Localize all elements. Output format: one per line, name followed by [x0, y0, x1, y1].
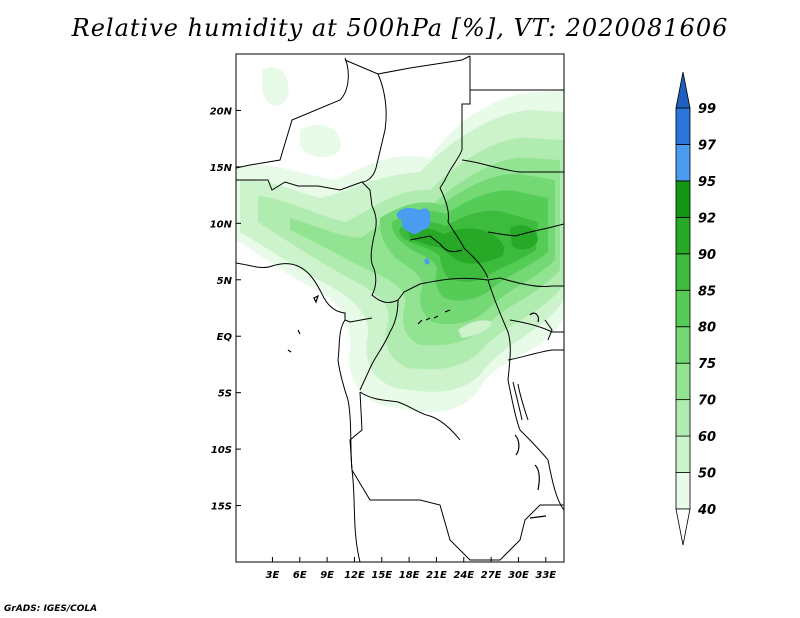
- x-tick-label: 9E: [320, 570, 334, 581]
- humidity-region-95: [396, 208, 431, 235]
- y-tick-label: 20N: [210, 106, 233, 117]
- x-tick-label: 33E: [535, 570, 556, 581]
- colorbar-label: 60: [698, 430, 716, 445]
- colorbar-label: 97: [698, 138, 717, 153]
- colorbar-label: 92: [698, 211, 716, 226]
- colorbar-segment: [675, 435, 691, 473]
- colorbar-label: 90: [698, 248, 716, 263]
- colorbar-segment: [675, 253, 691, 291]
- colorbar-label: 50: [698, 467, 716, 482]
- x-tick-label: 3E: [266, 570, 280, 581]
- humidity-shading: [236, 67, 564, 413]
- x-tick-label: 12E: [344, 570, 365, 581]
- y-tick-label: 10N: [210, 219, 233, 230]
- colorbar-label: 99: [698, 102, 716, 117]
- colorbar-segment: [675, 144, 691, 182]
- colorbar-segment: [675, 216, 691, 255]
- x-tick-label: 27E: [481, 570, 502, 581]
- x-axis: 3E 6E 9E 12E 15E 18E 21E 24E 27E 30E 33E: [266, 557, 556, 581]
- x-tick-label: 15E: [371, 570, 392, 581]
- y-tick-label: 15S: [211, 502, 232, 513]
- x-tick-label: 24E: [453, 570, 474, 581]
- y-tick-label: EQ: [217, 332, 233, 343]
- colorbar-segment: [675, 289, 691, 328]
- y-axis: 20N 15N 10N 5N EQ 5S 10S 15S: [210, 106, 241, 513]
- chart-title: Relative humidity at 500hPa [%], VT: 202…: [71, 14, 729, 42]
- x-tick-label: 21E: [426, 570, 447, 581]
- y-tick-label: 5N: [217, 276, 233, 287]
- colorbar-segment: [675, 180, 691, 218]
- humidity-region-90: [408, 227, 505, 264]
- colorbar-segment: [675, 362, 691, 401]
- colorbar-top-arrow: [675, 71, 691, 109]
- colorbar-legend: 40 50 60 70 75 80 85 90 92 95 97 99: [675, 71, 717, 546]
- x-tick-label: 6E: [293, 570, 307, 581]
- colorbar-label: 80: [698, 321, 716, 336]
- colorbar-bottom-arrow: [675, 508, 691, 546]
- y-tick-label: 15N: [210, 163, 233, 174]
- grads-credit: GrADS: IGES/COLA: [4, 604, 98, 614]
- x-tick-label: 18E: [399, 570, 420, 581]
- colorbar-label: 85: [698, 284, 716, 299]
- map-frame: [235, 53, 565, 563]
- colorbar-segment: [675, 399, 691, 437]
- colorbar-segment: [675, 472, 691, 510]
- humidity-region-40-sahel: [300, 124, 341, 158]
- humidity-region-95-small: [424, 258, 430, 265]
- humidity-dry-pocket: [458, 320, 492, 338]
- colorbar-label: 95: [698, 175, 716, 190]
- colorbar-segment: [675, 107, 691, 145]
- country-borders: [236, 55, 564, 562]
- y-tick-label: 10S: [211, 445, 232, 456]
- colorbar-label: 70: [698, 394, 716, 409]
- colorbar-label: 75: [698, 357, 716, 372]
- y-tick-label: 5S: [218, 389, 232, 400]
- colorbar-segment: [675, 326, 691, 364]
- x-tick-label: 30E: [508, 570, 529, 581]
- humidity-region-40-north: [262, 67, 289, 106]
- lakes: [287, 294, 547, 519]
- colorbar-label: 40: [697, 503, 716, 518]
